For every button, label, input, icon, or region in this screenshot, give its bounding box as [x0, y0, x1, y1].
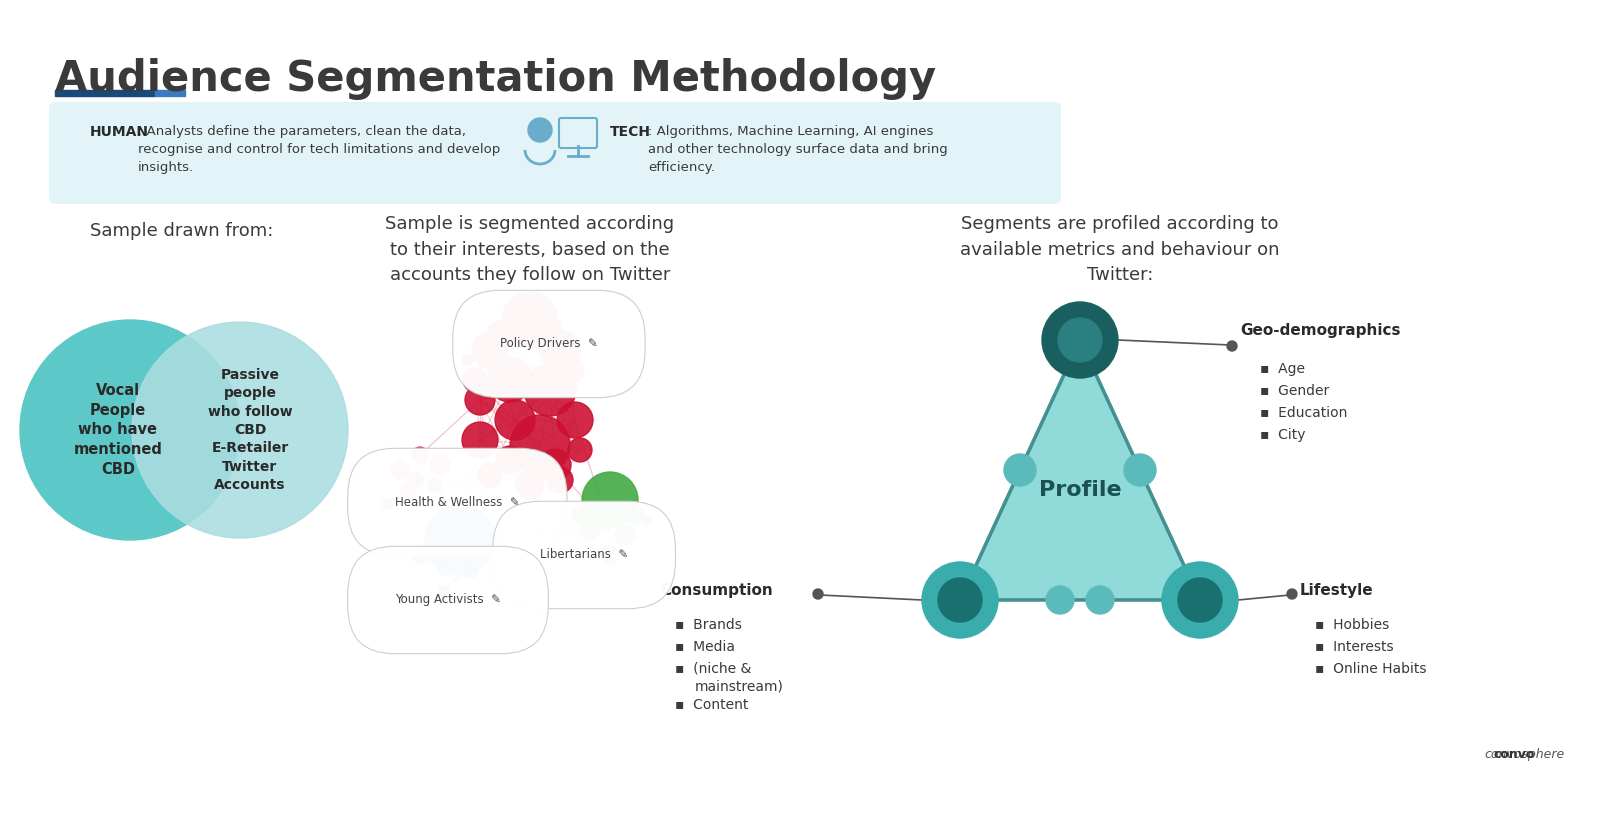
Text: : Analysts define the parameters, clean the data,
recognise and control for tech: : Analysts define the parameters, clean … — [138, 125, 501, 174]
Circle shape — [437, 560, 453, 576]
Text: : Algorithms, Machine Learning, AI engines
and other technology surface data and: : Algorithms, Machine Learning, AI engin… — [648, 125, 947, 174]
Circle shape — [938, 578, 982, 622]
Circle shape — [557, 356, 584, 384]
Text: Young Activists  ✎: Young Activists ✎ — [395, 593, 501, 606]
Text: ▪  Media: ▪ Media — [675, 640, 734, 654]
Text: ▪  (niche &: ▪ (niche & — [675, 662, 752, 676]
Circle shape — [539, 449, 571, 481]
Circle shape — [488, 358, 531, 402]
Text: convo: convo — [1494, 748, 1536, 761]
Circle shape — [131, 322, 349, 538]
Text: mainstream): mainstream) — [694, 680, 784, 694]
Text: ▪  Brands: ▪ Brands — [675, 618, 742, 632]
Circle shape — [1227, 341, 1237, 351]
Text: ▪  Age: ▪ Age — [1261, 362, 1306, 376]
Circle shape — [1086, 586, 1114, 614]
Text: Profile: Profile — [1038, 480, 1122, 500]
Circle shape — [494, 400, 534, 440]
Circle shape — [530, 314, 562, 346]
Text: Passive
people
who follow
CBD
E-Retailer
Twitter
Accounts: Passive people who follow CBD E-Retailer… — [208, 368, 293, 492]
Circle shape — [406, 472, 422, 488]
Circle shape — [402, 485, 414, 499]
Circle shape — [426, 505, 494, 575]
FancyBboxPatch shape — [155, 90, 186, 96]
Circle shape — [1178, 578, 1222, 622]
Circle shape — [486, 321, 514, 349]
Circle shape — [462, 355, 474, 365]
Circle shape — [922, 562, 998, 638]
Circle shape — [462, 562, 478, 578]
Circle shape — [430, 455, 450, 475]
Circle shape — [602, 546, 619, 564]
Text: Segments are profiled according to
available metrics and behaviour on
Twitter:: Segments are profiled according to avail… — [960, 215, 1280, 285]
Polygon shape — [960, 340, 1200, 600]
Circle shape — [413, 547, 429, 563]
Circle shape — [462, 422, 498, 458]
Circle shape — [614, 525, 635, 545]
Circle shape — [813, 589, 822, 599]
Text: Sample drawn from:: Sample drawn from: — [90, 222, 274, 240]
Circle shape — [472, 332, 509, 368]
Text: ▪  Education: ▪ Education — [1261, 406, 1347, 420]
Circle shape — [496, 446, 525, 474]
Circle shape — [438, 586, 450, 596]
Circle shape — [1058, 318, 1102, 362]
Circle shape — [1042, 302, 1118, 378]
Circle shape — [1286, 589, 1298, 599]
Text: Vocal
People
who have
mentioned
CBD: Vocal People who have mentioned CBD — [74, 383, 163, 477]
Circle shape — [1005, 454, 1037, 486]
Circle shape — [525, 364, 576, 416]
Text: ▪  Content: ▪ Content — [675, 698, 749, 712]
Text: Sample is segmented according
to their interests, based on the
accounts they fol: Sample is segmented according to their i… — [386, 215, 675, 285]
Circle shape — [478, 463, 502, 487]
Circle shape — [1123, 454, 1155, 486]
Circle shape — [413, 447, 429, 463]
Circle shape — [390, 461, 410, 479]
FancyBboxPatch shape — [54, 90, 155, 96]
Text: Policy Drivers  ✎: Policy Drivers ✎ — [499, 338, 598, 351]
Circle shape — [541, 330, 579, 370]
Circle shape — [1162, 562, 1238, 638]
Circle shape — [429, 478, 442, 492]
Text: Libertarians  ✎: Libertarians ✎ — [541, 548, 629, 561]
Circle shape — [462, 368, 486, 392]
Text: convosphere: convosphere — [1485, 748, 1565, 761]
Circle shape — [528, 118, 552, 142]
Text: Consumption: Consumption — [661, 583, 773, 597]
Circle shape — [568, 438, 592, 462]
Circle shape — [19, 320, 240, 540]
Text: HUMAN: HUMAN — [90, 125, 149, 139]
Circle shape — [1046, 586, 1074, 614]
Text: ▪  Hobbies: ▪ Hobbies — [1315, 618, 1389, 632]
Text: Geo-demographics: Geo-demographics — [1240, 322, 1400, 338]
Circle shape — [510, 415, 570, 475]
Circle shape — [642, 516, 651, 526]
Text: ▪  Gender: ▪ Gender — [1261, 384, 1330, 398]
Text: ▪  City: ▪ City — [1261, 428, 1306, 442]
Circle shape — [582, 472, 638, 528]
Text: Lifestyle: Lifestyle — [1299, 583, 1374, 597]
Text: TECH: TECH — [610, 125, 651, 139]
Circle shape — [626, 506, 643, 524]
Text: Audience Segmentation Methodology: Audience Segmentation Methodology — [54, 58, 936, 100]
Circle shape — [502, 292, 558, 348]
Text: Health & Wellness  ✎: Health & Wellness ✎ — [395, 495, 520, 508]
Circle shape — [382, 499, 394, 509]
Circle shape — [466, 385, 494, 415]
Circle shape — [557, 402, 594, 438]
Text: ▪  Interests: ▪ Interests — [1315, 640, 1394, 654]
Circle shape — [547, 467, 573, 493]
Text: ▪  Online Habits: ▪ Online Habits — [1315, 662, 1427, 676]
Circle shape — [573, 507, 589, 523]
Circle shape — [579, 520, 600, 540]
Circle shape — [515, 471, 544, 499]
FancyBboxPatch shape — [50, 102, 1061, 204]
